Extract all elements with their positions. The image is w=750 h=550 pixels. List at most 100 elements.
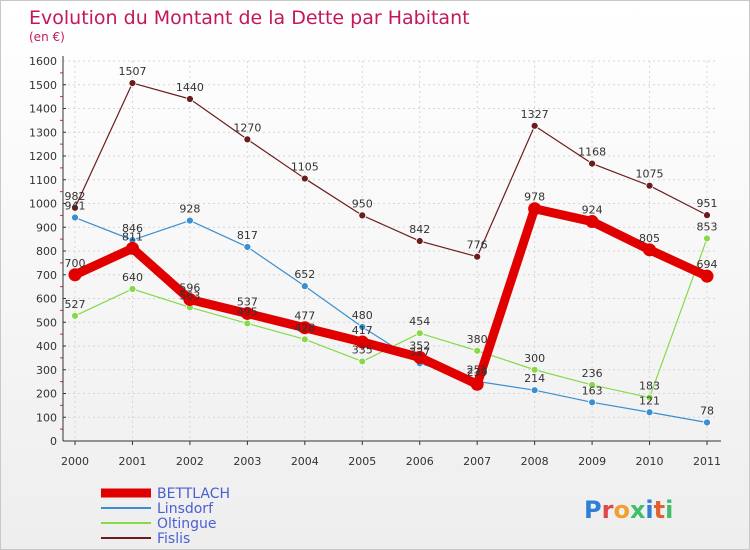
data-point	[300, 174, 309, 183]
data-label: 805	[639, 232, 660, 245]
proxiti-logo: Proxiti	[584, 496, 673, 524]
x-tick-label: 2011	[693, 455, 721, 468]
data-label: 652	[294, 268, 315, 281]
series-line-bettlach	[73, 204, 709, 389]
data-label: 1075	[636, 168, 664, 181]
data-point	[588, 159, 596, 168]
data-label: 327	[409, 345, 430, 358]
data-point	[243, 319, 252, 328]
data-label: 417	[352, 324, 373, 337]
data-point	[128, 285, 137, 293]
data-label: 978	[524, 191, 545, 204]
y-tick-label: 900	[36, 221, 57, 234]
data-point	[643, 243, 657, 257]
data-point	[358, 211, 367, 220]
y-tick-label: 1600	[29, 55, 57, 68]
y-tick-label: 1000	[29, 198, 57, 211]
data-label: 428	[294, 321, 315, 334]
data-point	[186, 216, 194, 225]
data-point	[530, 121, 539, 130]
data-label: 163	[582, 384, 603, 397]
data-point	[243, 243, 252, 251]
data-label: 694	[697, 258, 718, 271]
data-label: 236	[582, 367, 603, 380]
data-point	[183, 292, 197, 306]
y-tick-label: 700	[36, 269, 57, 282]
data-label: 1168	[578, 146, 606, 159]
y-tick-label: 600	[36, 293, 57, 306]
series-line-oltingue	[74, 238, 708, 399]
x-tick-label: 2000	[61, 455, 89, 468]
data-point	[703, 234, 711, 243]
data-label: 214	[524, 372, 545, 385]
data-label: 928	[179, 203, 200, 216]
data-point	[415, 237, 424, 245]
data-label: 495	[237, 305, 258, 318]
legend-label: BETTLACH	[157, 486, 230, 502]
chart-subtitle: (en €)	[29, 30, 65, 44]
data-label: 78	[700, 404, 714, 417]
data-point	[530, 386, 539, 395]
data-label: 842	[409, 223, 430, 236]
data-point	[413, 350, 427, 364]
x-tick-label: 2008	[521, 455, 549, 468]
y-tick-label: 500	[36, 316, 57, 329]
data-label: 527	[65, 298, 86, 311]
data-point	[588, 398, 596, 407]
y-tick-label: 1500	[29, 79, 57, 92]
y-tick-label: 200	[36, 388, 57, 401]
data-point	[71, 203, 79, 212]
data-label: 537	[237, 295, 258, 308]
data-point	[186, 95, 194, 103]
x-tick-label: 2006	[406, 455, 434, 468]
data-point	[473, 252, 482, 261]
data-point	[358, 323, 367, 331]
y-tick-label: 1400	[29, 103, 57, 116]
data-point	[703, 418, 711, 427]
data-label: 811	[122, 230, 143, 243]
data-label: 941	[65, 200, 86, 213]
data-point	[68, 268, 82, 282]
series-line-linsdorf	[74, 216, 708, 424]
data-point	[473, 346, 482, 355]
data-point	[300, 282, 309, 291]
data-point	[355, 335, 369, 349]
data-label: 1440	[176, 81, 204, 94]
data-point	[71, 213, 79, 222]
legend-label: Linsdorf	[157, 501, 214, 517]
y-tick-label: 1300	[29, 126, 57, 139]
x-tick-label: 2001	[118, 455, 146, 468]
data-point	[645, 393, 654, 402]
data-point	[700, 269, 714, 283]
data-label: 817	[237, 229, 258, 242]
data-label: 853	[697, 220, 718, 233]
data-point	[645, 408, 654, 417]
x-tick-label: 2009	[578, 455, 606, 468]
data-label: 251	[467, 363, 488, 376]
y-tick-label: 1100	[29, 174, 57, 187]
data-label: 300	[524, 352, 545, 365]
data-label: 924	[582, 204, 603, 217]
data-label: 846	[122, 222, 143, 235]
data-label: 1507	[118, 65, 146, 78]
y-tick-label: 1200	[29, 150, 57, 163]
data-label: 335	[352, 343, 373, 356]
x-tick-label: 2005	[348, 455, 376, 468]
data-label: 776	[467, 239, 488, 252]
y-tick-label: 100	[36, 411, 57, 424]
legend-label: Oltingue	[157, 516, 217, 532]
data-label: 1105	[291, 161, 319, 174]
data-label: 951	[697, 197, 718, 210]
data-label: 700	[65, 257, 86, 270]
y-tick-label: 0	[50, 435, 57, 448]
data-point	[645, 181, 654, 190]
data-label: 563	[179, 289, 200, 302]
legend-label: Fislis	[157, 531, 190, 547]
y-tick-label: 300	[36, 364, 57, 377]
data-label: 352	[409, 339, 430, 352]
data-point	[585, 215, 599, 229]
data-point	[530, 365, 539, 374]
data-label: 477	[294, 310, 315, 323]
data-point	[415, 329, 424, 338]
